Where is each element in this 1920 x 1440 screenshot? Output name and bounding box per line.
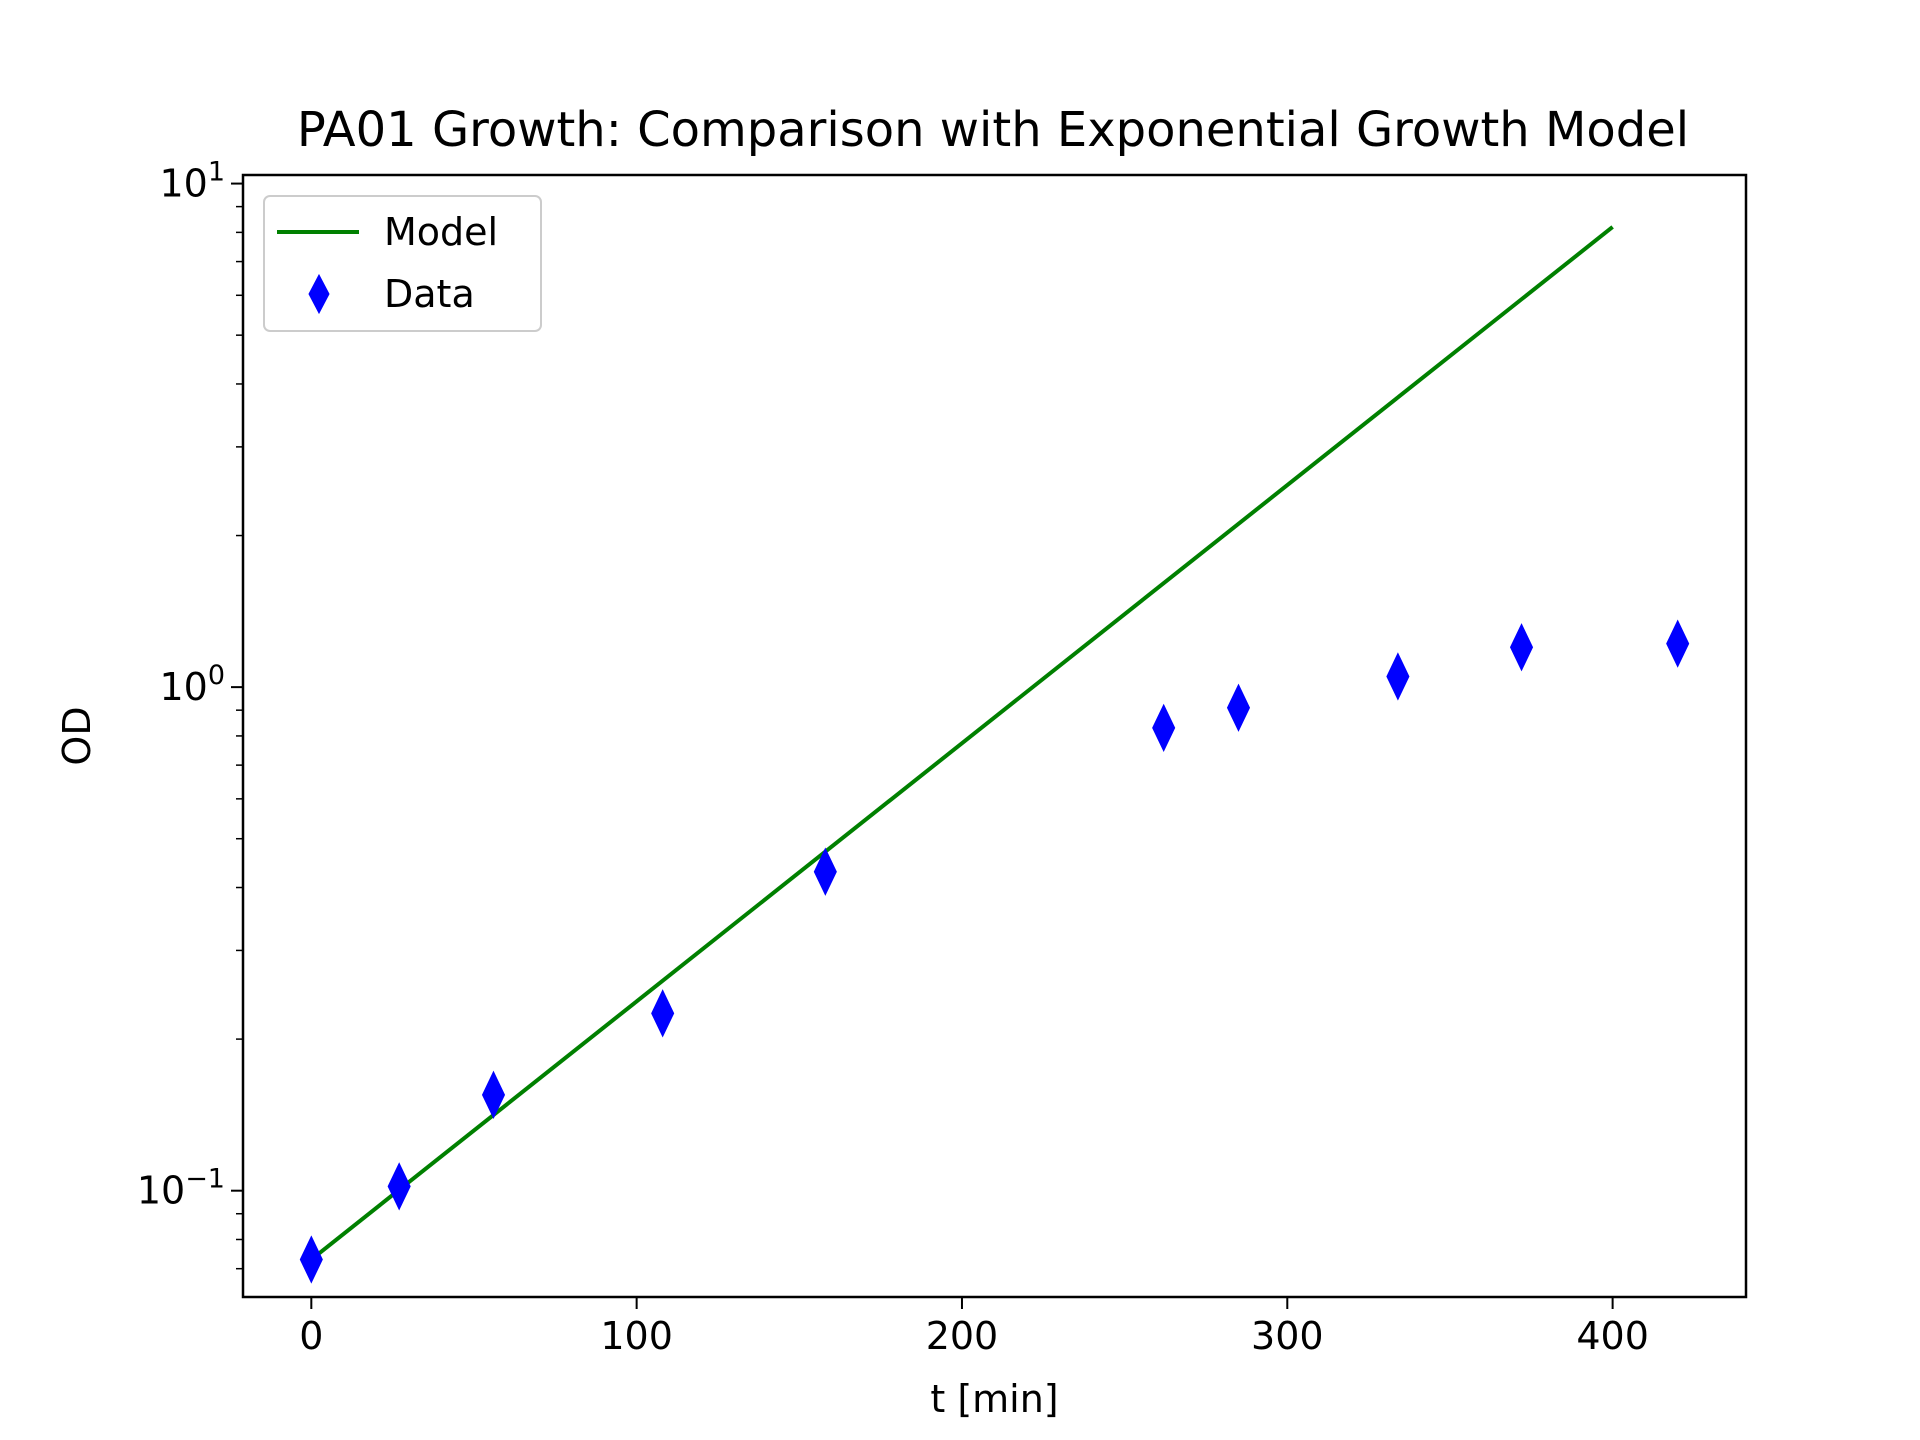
x-tick-label: 100 <box>600 1314 673 1358</box>
y-tick-label: 101 <box>159 157 225 206</box>
plot-area <box>299 225 1690 1284</box>
x-axis-label: t [min] <box>930 1377 1058 1421</box>
chart-title: PA01 Growth: Comparison with Exponential… <box>297 102 1689 158</box>
x-tick-label: 0 <box>299 1314 323 1358</box>
x-tick-label: 300 <box>1251 1314 1324 1358</box>
y-axis-label: OD <box>55 706 99 765</box>
y-tick-label: 10−1 <box>137 1164 225 1213</box>
x-tick-label: 400 <box>1576 1314 1649 1358</box>
legend-label-data: Data <box>384 272 475 316</box>
data-point <box>1509 623 1534 672</box>
legend-box <box>263 195 542 332</box>
legend: Model Data <box>263 195 542 332</box>
data-point <box>1226 683 1251 732</box>
data-point <box>1666 619 1690 668</box>
x-tick-label: 200 <box>926 1314 999 1358</box>
legend-label-model: Model <box>384 210 498 254</box>
data-point <box>299 1235 323 1284</box>
y-axis: 10−1 100 101 <box>137 157 243 1270</box>
data-point <box>481 1070 506 1120</box>
legend-data-swatch <box>308 273 330 315</box>
data-point <box>387 1162 411 1211</box>
data-point <box>1152 703 1176 753</box>
data-point <box>651 989 675 1038</box>
model-line <box>310 225 1614 1262</box>
y-tick-label: 100 <box>159 660 225 709</box>
data-point <box>813 847 837 896</box>
x-axis: 0 100 200 300 400 <box>299 1297 1649 1358</box>
data-point <box>1386 652 1410 701</box>
